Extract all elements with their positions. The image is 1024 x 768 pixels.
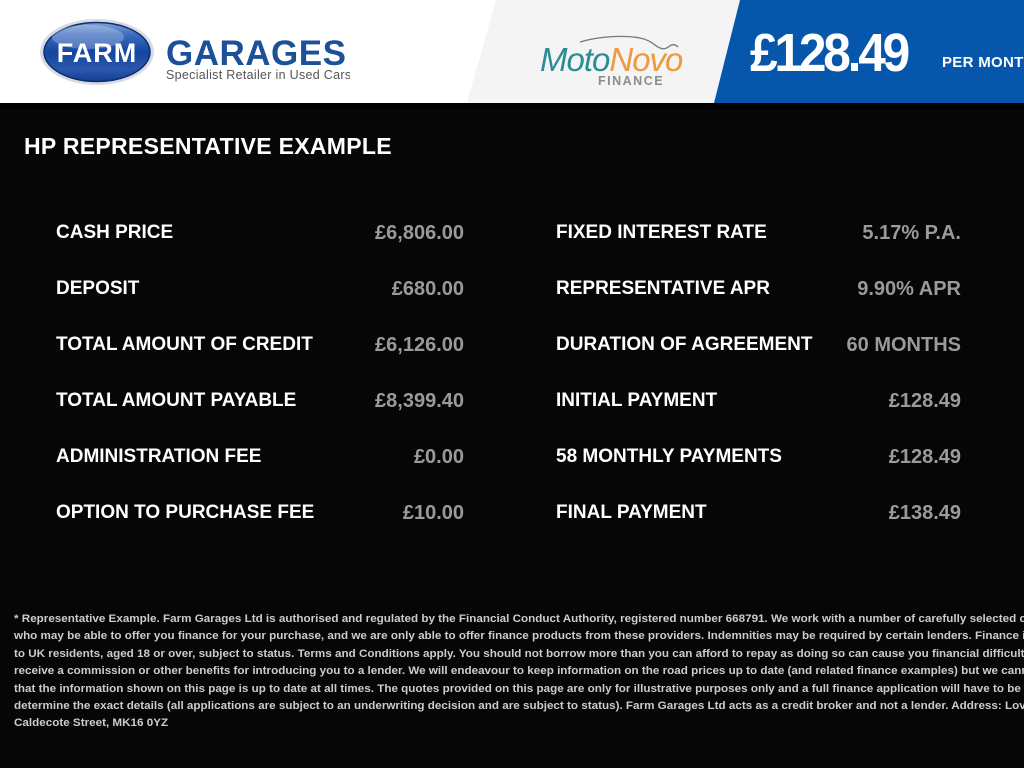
- svg-text:FINANCE: FINANCE: [598, 74, 664, 88]
- svg-text:FARM: FARM: [57, 38, 138, 68]
- svg-text:Specialist Retailer in Used Ca: Specialist Retailer in Used Cars: [166, 68, 350, 82]
- svg-text:MotoNovo: MotoNovo: [540, 41, 683, 78]
